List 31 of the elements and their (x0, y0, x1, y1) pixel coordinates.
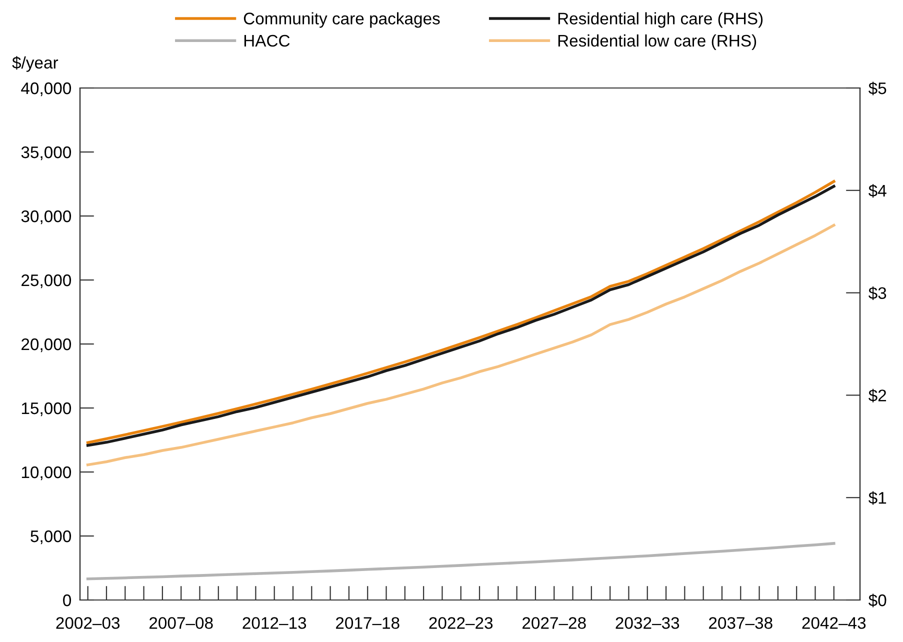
y-tick-label: 30,000 (21, 210, 72, 224)
y-tick-label: 10,000 (22, 466, 72, 480)
y2-tick-label: $1 (868, 491, 886, 505)
y-tick-label: 20,000 (22, 338, 72, 352)
line-series (86, 542, 836, 580)
y-tick-label: 0 (63, 594, 72, 606)
y-tick-label: 40,000 (21, 82, 72, 96)
legend-label: Residential high care (RHS) (558, 12, 763, 28)
legend-label: HACC (244, 34, 290, 47)
x-tick-label: 2017–18 (336, 617, 400, 629)
y2-tick-label: $0 (868, 594, 886, 608)
y-tick-label: 25,000 (22, 274, 72, 288)
y2-tick-label: $2 (868, 388, 886, 402)
x-tick-label: 2042–43 (802, 617, 866, 629)
y2-tick-label: $3 (868, 286, 886, 300)
x-tick-label: 2027–28 (522, 617, 586, 629)
x-tick-label: 2022–23 (429, 617, 493, 629)
y-axis-title: $/year (12, 56, 58, 72)
x-tick-label: 2032–33 (616, 617, 680, 629)
y2-tick-label: $4 (868, 184, 886, 198)
x-tick-label: 2002–03 (56, 617, 120, 629)
y-tick-label: 5,000 (30, 530, 72, 544)
line-series (86, 224, 836, 466)
legend-label: Community care packages (244, 12, 440, 28)
y2-tick-label: $5 (868, 82, 886, 96)
x-tick-label: 2037–38 (709, 617, 772, 629)
y-tick-label: 35,000 (21, 146, 72, 160)
legend-label: Residential low care (RHS) (558, 34, 756, 50)
x-tick-label: 2012–13 (242, 617, 306, 629)
x-tick-label: 2007–08 (149, 617, 213, 629)
y-tick-label: 15,000 (22, 402, 72, 416)
